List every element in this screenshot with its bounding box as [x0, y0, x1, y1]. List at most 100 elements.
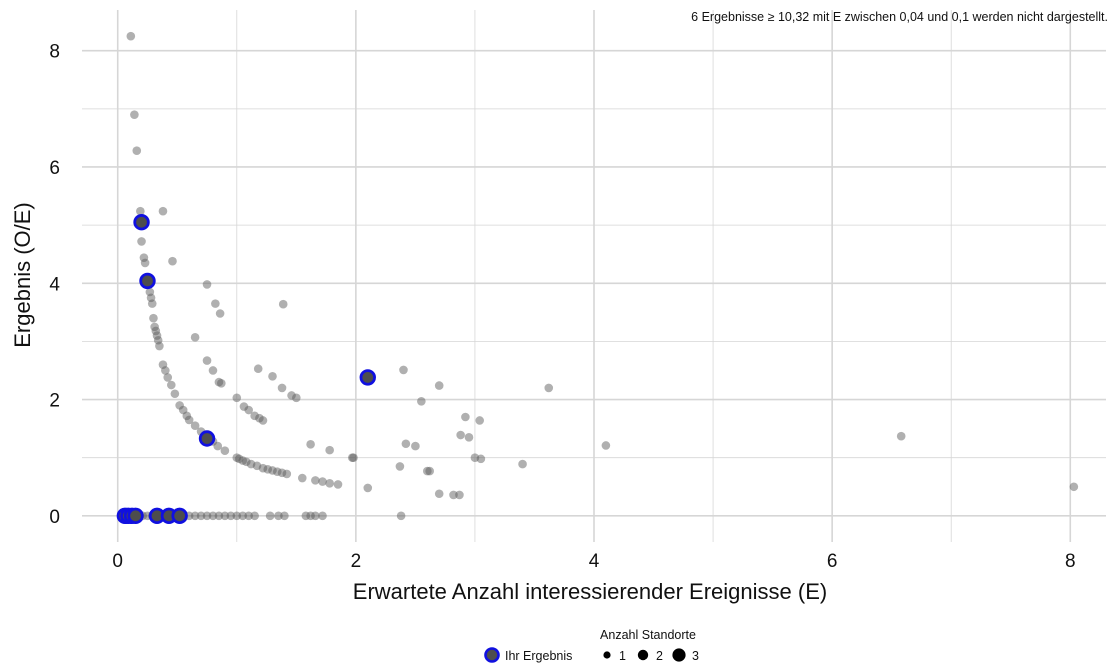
data-point	[167, 380, 176, 390]
data-point	[253, 364, 263, 374]
data-point	[140, 258, 150, 268]
data-point	[464, 433, 474, 442]
data-point	[449, 490, 458, 500]
data-point	[145, 287, 155, 297]
data-point	[151, 326, 161, 336]
data-point	[263, 465, 273, 474]
data-point	[306, 511, 315, 521]
data-point	[896, 431, 906, 441]
legend-size-3-label: 3	[692, 649, 699, 663]
y-tick-label: 2	[49, 391, 60, 412]
data-point	[178, 405, 188, 415]
data-point	[242, 457, 251, 467]
data-point	[518, 459, 527, 469]
x-tick-label: 0	[112, 551, 123, 572]
data-point	[202, 511, 212, 521]
data-point	[434, 489, 444, 499]
data-point	[246, 459, 256, 469]
data-point	[217, 378, 226, 388]
data-point	[175, 401, 184, 410]
data-point	[168, 256, 177, 266]
data-point	[202, 356, 212, 365]
data-point	[292, 393, 301, 403]
data-point	[238, 456, 248, 465]
data-point	[190, 421, 200, 431]
x-axis-ticks: 0 2 4 6 8	[112, 551, 1075, 572]
data-point	[274, 511, 283, 521]
data-point	[268, 466, 277, 475]
data-point	[311, 476, 320, 485]
data-point	[149, 313, 158, 323]
data-point	[423, 466, 432, 476]
y-axis-ticks: 0 2 4 6 8	[49, 42, 60, 528]
data-point	[401, 439, 411, 449]
data-point	[1069, 482, 1079, 492]
points-other-sites	[116, 31, 1079, 521]
data-point	[182, 411, 192, 421]
x-tick-label: 6	[827, 551, 838, 572]
data-point	[208, 366, 218, 375]
data-point	[476, 454, 486, 464]
data-point	[363, 483, 373, 493]
data-point	[311, 511, 320, 521]
data-point	[163, 373, 173, 382]
data-point	[395, 462, 405, 471]
data-point	[318, 477, 327, 486]
y-axis-label: Ergebnis (O/E)	[10, 202, 35, 348]
legend-title: Anzahl Standorte	[600, 628, 696, 642]
data-point	[244, 511, 253, 521]
points-own-result	[116, 214, 376, 525]
data-point	[150, 322, 159, 332]
data-point	[455, 490, 464, 500]
data-point	[130, 110, 139, 119]
data-point	[214, 511, 224, 521]
data-point	[278, 299, 288, 309]
y-tick-label: 0	[49, 507, 60, 528]
grid-major	[82, 10, 1106, 542]
legend-size-2-marker	[637, 649, 649, 661]
data-point	[396, 511, 406, 521]
data-point	[399, 365, 408, 375]
own-result-point	[139, 272, 156, 290]
data-point	[213, 441, 223, 451]
data-point	[190, 511, 200, 521]
data-point	[252, 461, 262, 471]
data-point	[161, 366, 170, 375]
data-point	[170, 389, 180, 399]
data-point	[153, 335, 163, 345]
data-point	[137, 237, 146, 246]
legend-size-3-marker	[672, 648, 686, 662]
data-point	[411, 441, 420, 451]
legend-size-1-label: 1	[619, 649, 626, 663]
data-point	[306, 440, 315, 449]
data-point	[301, 511, 311, 521]
data-point	[234, 454, 244, 464]
data-point	[268, 371, 277, 381]
data-point	[190, 333, 200, 342]
data-point	[214, 377, 224, 387]
data-point	[255, 413, 264, 423]
data-point	[244, 405, 253, 415]
data-point	[265, 511, 275, 521]
legend-size-1-marker	[603, 651, 611, 659]
data-point	[258, 416, 268, 425]
data-point	[146, 293, 156, 303]
data-point	[461, 412, 470, 422]
y-tick-label: 8	[49, 42, 60, 63]
own-result-point	[133, 214, 150, 231]
data-point	[318, 511, 327, 521]
legend-size-2-label: 2	[656, 649, 663, 663]
data-point	[258, 463, 268, 473]
own-result-point	[359, 369, 376, 386]
data-point	[139, 253, 149, 262]
data-point	[220, 446, 230, 456]
data-point	[287, 391, 296, 400]
data-point	[155, 341, 164, 351]
data-point	[196, 511, 206, 521]
data-point	[136, 206, 145, 216]
data-point	[280, 511, 289, 521]
data-point	[325, 478, 334, 488]
data-point	[544, 383, 554, 393]
data-point	[425, 466, 434, 476]
